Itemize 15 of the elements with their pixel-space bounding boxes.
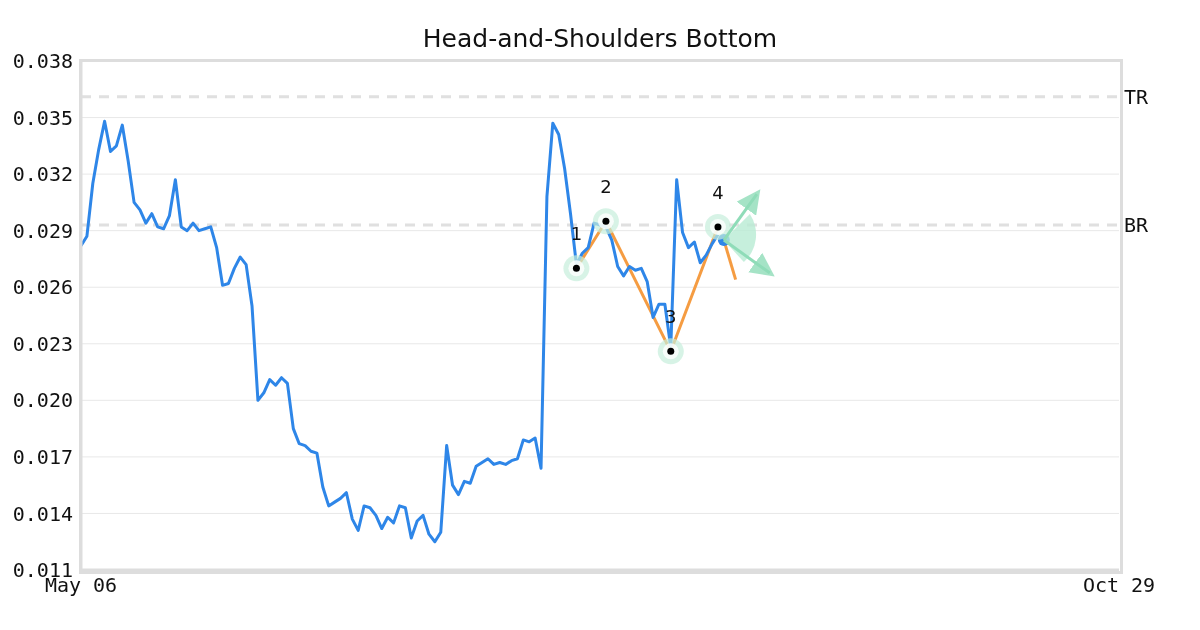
ref-line-label: TR bbox=[1124, 84, 1150, 109]
chart-title: Head-and-Shoulders Bottom bbox=[422, 24, 778, 53]
y-tick-label: 0.020 bbox=[12, 388, 73, 413]
y-tick-label: 0.038 bbox=[12, 49, 73, 74]
y-tick-label: 0.023 bbox=[12, 331, 73, 356]
ref-line-label: BR bbox=[1124, 213, 1150, 238]
y-tick-label: 0.032 bbox=[12, 162, 73, 187]
y-tick-label: 0.029 bbox=[12, 218, 73, 243]
y-tick-label: 0.026 bbox=[12, 275, 73, 300]
y-tick-label: 0.014 bbox=[12, 501, 73, 526]
y-tick-label: 0.017 bbox=[12, 444, 73, 469]
x-tick-label: Oct 29 bbox=[1082, 573, 1156, 598]
y-tick-label: 0.035 bbox=[12, 105, 73, 130]
annotation: 4 bbox=[712, 181, 724, 203]
annotation: 2 bbox=[600, 176, 612, 198]
